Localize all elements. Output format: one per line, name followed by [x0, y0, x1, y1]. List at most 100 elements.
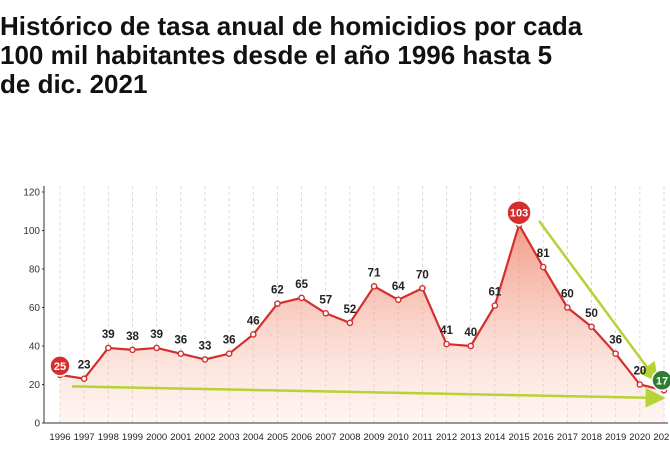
data-label-2017: 60 — [561, 289, 574, 301]
data-label-2016: 81 — [537, 248, 550, 260]
point-1997 — [80, 375, 88, 383]
data-label-1998: 39 — [102, 329, 115, 341]
x-tick-2015: 2015 — [508, 432, 529, 443]
x-tick-2002: 2002 — [194, 432, 215, 443]
x-tick-2010: 2010 — [388, 432, 409, 443]
x-tick-2016: 2016 — [533, 432, 554, 443]
data-label-2015: 103 — [510, 208, 528, 220]
data-label-2003: 36 — [223, 335, 236, 347]
data-label-2011: 70 — [416, 269, 429, 281]
point-2009 — [370, 283, 378, 290]
data-label-2005: 62 — [271, 285, 284, 297]
point-2004 — [249, 331, 257, 338]
x-tick-2008: 2008 — [339, 432, 360, 443]
point-2012 — [443, 340, 450, 348]
point-1998 — [105, 344, 112, 352]
series-polyline — [59, 223, 665, 392]
data-label-2010: 64 — [392, 281, 405, 293]
point-2002 — [201, 356, 209, 363]
point-2020 — [636, 381, 644, 388]
x-tick-1997: 1997 — [74, 432, 95, 443]
data-label-2018: 50 — [585, 308, 598, 320]
point-2003 — [225, 350, 233, 358]
data-label-2021: 17 — [656, 375, 668, 387]
x-tick-2001: 2001 — [170, 432, 191, 443]
data-label-2007: 57 — [319, 294, 332, 306]
x-tick-2005: 2005 — [267, 432, 288, 443]
data-points — [49, 199, 670, 394]
x-tick-1998: 1998 — [98, 432, 119, 443]
badge-2015 — [506, 199, 532, 226]
x-tick-2009: 2009 — [364, 432, 385, 443]
data-label-2002: 33 — [199, 340, 212, 352]
area-path — [60, 224, 664, 423]
point-2000 — [153, 344, 160, 352]
data-label-2008: 52 — [344, 304, 357, 316]
data-label-2012: 41 — [440, 325, 453, 337]
x-tick-2020: 2020 — [629, 432, 650, 443]
y-tick-0: 0 — [34, 419, 40, 430]
y-tick-labels: 0 20 40 60 80 100 120 — [23, 188, 40, 430]
x-tick-2021: 2021 — [653, 432, 670, 443]
chart-title: Histórico de tasa anual de homicidios po… — [0, 12, 670, 99]
x-tick-2004: 2004 — [243, 432, 264, 443]
point-2016 — [539, 263, 547, 271]
point-2001 — [177, 350, 185, 358]
x-tick-2017: 2017 — [557, 432, 578, 443]
area-fill — [60, 224, 664, 423]
x-tick-2000: 2000 — [146, 432, 167, 443]
trend-arrows — [71, 220, 666, 408]
point-2010 — [394, 296, 402, 304]
data-label-2004: 46 — [247, 315, 260, 327]
data-label-1999: 38 — [126, 331, 139, 343]
point-2008 — [346, 319, 354, 327]
long-term-trend-arrow — [71, 385, 666, 408]
x-tick-2003: 2003 — [219, 432, 240, 443]
y-tick-60: 60 — [29, 303, 41, 314]
title-line-3: de dic. 2021 — [0, 69, 148, 99]
x-tick-2018: 2018 — [581, 432, 602, 443]
data-label-1997: 23 — [78, 360, 91, 372]
data-label-2020: 20 — [633, 366, 646, 378]
x-tick-2014: 2014 — [484, 432, 505, 443]
point-2017 — [564, 304, 571, 311]
data-label-1996: 25 — [54, 361, 66, 373]
x-tick-2012: 2012 — [436, 432, 457, 443]
point-2011 — [419, 284, 426, 292]
series-line — [59, 223, 665, 392]
data-label-2009: 71 — [368, 267, 381, 279]
x-tick-1996: 1996 — [49, 432, 70, 443]
title-line-1: Histórico de tasa anual de homicidios po… — [0, 11, 583, 41]
y-tick-120: 120 — [23, 188, 40, 199]
title-line-2: 100 mil habitantes desde el año 1996 has… — [0, 40, 553, 70]
point-1999 — [129, 346, 136, 354]
point-2019 — [612, 350, 619, 358]
point-2006 — [298, 294, 305, 302]
x-tick-1999: 1999 — [122, 432, 143, 443]
point-2013 — [467, 342, 475, 350]
peak-decline-arrow — [538, 220, 659, 383]
x-tick-2019: 2019 — [605, 432, 626, 443]
y-tick-40: 40 — [29, 342, 41, 353]
data-label-2013: 40 — [464, 327, 477, 339]
x-tick-labels: 1996 1997 1998 1999 2000 2001 2002 2003 2004 2005… — [49, 432, 670, 443]
data-label-2006: 65 — [295, 279, 308, 291]
point-2018 — [588, 323, 595, 331]
data-label-2001: 36 — [174, 335, 187, 347]
y-tick-20: 20 — [29, 380, 41, 391]
y-tick-80: 80 — [29, 265, 41, 276]
point-2005 — [274, 300, 281, 307]
data-labels: 25 23 39 38 39 36 33 36 46 62 65 57 52 71 64 70 41 40 61 10… — [54, 208, 668, 388]
data-label-2000: 39 — [150, 329, 163, 341]
badge-1996 — [49, 355, 71, 377]
x-tick-2013: 2013 — [460, 432, 481, 443]
point-2007 — [322, 309, 330, 317]
x-tick-2011: 2011 — [412, 432, 432, 443]
data-label-2014: 61 — [488, 287, 501, 299]
x-tick-2007: 2007 — [315, 432, 336, 443]
badge-2021 — [651, 369, 670, 392]
point-2014 — [491, 302, 499, 309]
data-label-2019: 36 — [609, 335, 622, 347]
y-tick-100: 100 — [23, 226, 40, 237]
